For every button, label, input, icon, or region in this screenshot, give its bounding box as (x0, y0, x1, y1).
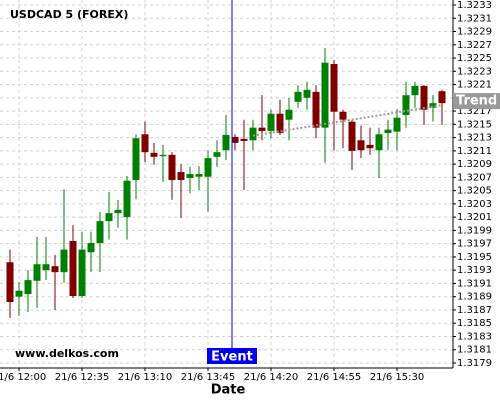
candle-body (168, 154, 176, 181)
trend-label: Trend (456, 94, 497, 109)
y-tick-label: 1.3223 (457, 66, 492, 77)
candle-body (294, 91, 302, 102)
candle-body (393, 117, 401, 132)
candle-body (420, 85, 428, 110)
candle-body (141, 134, 149, 153)
candle-body (267, 113, 275, 131)
candle-body (321, 62, 329, 128)
candle-body (285, 109, 293, 120)
candle-body (231, 136, 239, 143)
candle-body (186, 174, 194, 179)
candle-body (438, 91, 446, 104)
candle-body (402, 95, 410, 116)
x-tick-label: 21/6 13:10 (118, 372, 172, 383)
candle-body (60, 249, 68, 273)
candle-body (366, 144, 374, 149)
candle-body (429, 103, 437, 108)
y-tick-label: 1.3213 (457, 133, 492, 144)
y-tick-label: 1.3191 (457, 278, 492, 289)
grid (0, 0, 453, 368)
y-tick-label: 1.3183 (457, 331, 492, 342)
candle-body (123, 180, 131, 218)
y-tick-label: 1.3211 (457, 146, 492, 157)
candle-body (222, 134, 230, 151)
y-tick-label: 1.3209 (457, 159, 492, 170)
y-tick-label: 1.3233 (457, 0, 492, 11)
y-tick-label: 1.3227 (457, 40, 492, 51)
y-tick-label: 1.3189 (457, 292, 492, 303)
candle-body (330, 64, 338, 112)
candle-body (69, 241, 77, 297)
candle-body (213, 152, 221, 157)
x-tick-label: 21/6 13:45 (181, 372, 235, 383)
x-tick-label: 21/6 14:20 (244, 372, 298, 383)
candle-body (24, 280, 32, 295)
y-tick-label: 1.3181 (457, 345, 492, 356)
y-tick-label: 1.3229 (457, 27, 492, 38)
candle-body (114, 209, 122, 214)
y-tick-label: 1.3187 (457, 305, 492, 316)
candle-body (150, 152, 158, 157)
candle-body (204, 158, 212, 177)
candle-body (177, 172, 185, 181)
candle-body (348, 121, 356, 151)
chart-title: USDCAD 5 (FOREX) (10, 8, 128, 21)
y-tick-label: 1.3185 (457, 318, 492, 329)
candle-body (87, 242, 95, 253)
candle-body (411, 85, 419, 96)
y-tick-label: 1.3201 (457, 212, 492, 223)
y-tick-label: 1.3205 (457, 186, 492, 197)
candle-body (240, 138, 248, 141)
y-tick-label: 1.3197 (457, 239, 492, 250)
candle-body (159, 154, 167, 157)
y-tick-label: 1.3179 (457, 358, 492, 369)
y-tick-label: 1.3193 (457, 265, 492, 276)
y-tick-label: 1.3215 (457, 119, 492, 130)
y-tick-label: 1.3199 (457, 225, 492, 236)
event-box (207, 348, 257, 364)
candle-body (78, 249, 86, 297)
source: www.delkos.com (15, 347, 119, 360)
y-tick-label: 1.3207 (457, 172, 492, 183)
candle-body (249, 127, 257, 141)
candle-body (6, 262, 14, 302)
candle-body (42, 264, 50, 271)
candle-body (51, 266, 59, 273)
candle-body (132, 138, 140, 181)
y-tick-label: 1.3231 (457, 13, 492, 24)
x-tick-label: 21/6 12:35 (55, 372, 109, 383)
x-axis-title: Date (211, 383, 246, 398)
candle-body (258, 127, 266, 131)
x-tick-label: 21/6 15:30 (370, 372, 424, 383)
y-tick-label: 1.3217 (457, 106, 492, 117)
candle-body (312, 91, 320, 128)
event-label: Event (211, 350, 253, 365)
candle-body (105, 213, 113, 222)
candle-body (384, 129, 392, 133)
candle-body (339, 111, 347, 120)
candle-body (375, 134, 383, 151)
y-tick-label: 1.3195 (457, 252, 492, 263)
candle-body (15, 290, 23, 297)
candles (6, 48, 446, 318)
y-tick-label: 1.3225 (457, 53, 492, 64)
y-tick-label: 1.3221 (457, 80, 492, 91)
y-tick-label: 1.3203 (457, 199, 492, 210)
x-tick-label: 21/6 12:00 (0, 372, 46, 383)
candle-body (195, 174, 203, 177)
trend-box (453, 93, 500, 110)
candle-body (357, 140, 365, 151)
candle-body (303, 89, 311, 98)
candle-body (276, 113, 284, 133)
x-tick-label: 21/6 14:55 (307, 372, 361, 383)
candle-body (33, 264, 41, 281)
candle-body (96, 221, 104, 243)
